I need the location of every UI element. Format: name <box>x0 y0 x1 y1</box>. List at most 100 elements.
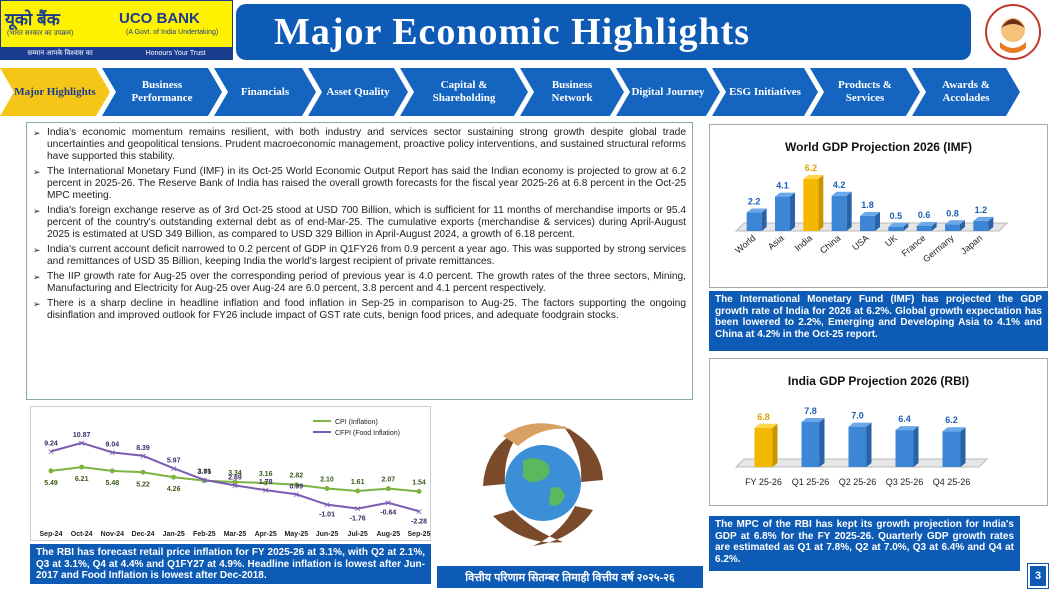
cpi-point <box>109 468 115 474</box>
bar-value-label: 4.1 <box>776 181 789 191</box>
bar-value-label: 0.6 <box>918 210 931 220</box>
data-label: 4.26 <box>167 486 181 493</box>
data-label: 5.49 <box>44 480 58 487</box>
inflation-note: The RBI has forecast retail price inflat… <box>30 544 431 584</box>
cpi-point <box>385 486 391 492</box>
bullet-text: There is a sharp decline in headline inf… <box>47 298 686 321</box>
india-gdp-chart-box: India GDP Projection 2026 (RBI) 6.8 FY 25… <box>709 358 1048 506</box>
bullet-text: India's economic momentum remains resili… <box>47 127 686 162</box>
cpi-point <box>263 480 269 486</box>
bar-value-label: 6.2 <box>805 163 818 173</box>
data-label: 5.22 <box>136 481 150 488</box>
data-label: 10.87 <box>73 432 91 439</box>
x-tick-label: World <box>733 233 757 256</box>
nav-business-performance[interactable]: Business Performance <box>102 68 222 116</box>
cfpi-point: × <box>201 476 209 486</box>
bar <box>801 422 820 467</box>
cpi-point <box>171 474 177 480</box>
nav-major-highlights[interactable]: Major Highlights <box>0 68 110 116</box>
bar-value-label: 0.5 <box>890 211 903 221</box>
logo-hindi-name: यूको बैंक <box>5 10 60 29</box>
x-tick-label: India <box>793 233 814 253</box>
cfpi-point: × <box>47 447 55 457</box>
data-label: -1.01 <box>319 512 335 519</box>
tagline-english: Honours Your Trust <box>145 49 206 57</box>
data-label: 6.21 <box>75 476 89 483</box>
x-tick-label: Jan-25 <box>163 531 185 538</box>
nav-asset-quality[interactable]: Asset Quality <box>308 68 408 116</box>
data-label: 9.04 <box>106 441 120 448</box>
bar-top <box>775 192 795 197</box>
page-title: Major Economic Highlights <box>236 4 971 60</box>
bar-side <box>875 211 880 231</box>
bullet-text: The International Monetary Fund (IMF) in… <box>47 166 686 201</box>
bar-top <box>945 220 965 225</box>
bar-top <box>831 191 852 196</box>
bullet-text: India's current account deficit narrowed… <box>47 244 686 267</box>
x-tick-label: May-25 <box>284 531 308 538</box>
nav-financials[interactable]: Financials <box>214 68 316 116</box>
x-tick-label: Oct-24 <box>71 531 93 538</box>
bar-side <box>846 191 852 231</box>
bar-top <box>848 422 872 427</box>
bar-value-label: 7.0 <box>851 411 864 421</box>
arrow-bullet-icon: ➢ <box>33 299 41 309</box>
data-label: 1.54 <box>412 479 426 486</box>
highlight-bullet: ➢ India's current account deficit narrowe… <box>33 244 686 268</box>
bar-top <box>860 211 880 216</box>
bar <box>775 196 790 231</box>
bar-top <box>916 221 937 226</box>
x-tick-label: Q4 25-26 <box>933 477 971 487</box>
data-label: 2.69 <box>228 474 242 481</box>
cfpi-point: × <box>262 486 270 496</box>
uco-bank-logo: यूको बैंक UCO BANK (A Govt. of India Und… <box>0 0 233 60</box>
bar <box>803 179 819 231</box>
data-label: 2.10 <box>320 476 334 483</box>
bar-top <box>746 208 767 213</box>
x-tick-label: China <box>818 233 842 256</box>
hands-globe-image <box>483 423 603 546</box>
nav-capital-shareholding[interactable]: Capital & Shareholding <box>400 68 528 116</box>
cfpi-point: × <box>139 452 147 462</box>
bar-side <box>818 175 824 231</box>
data-label: 3.16 <box>259 471 273 478</box>
bar-value-label: 0.8 <box>946 208 959 218</box>
arrow-bullet-icon: ➢ <box>33 167 41 177</box>
nav-business-network[interactable]: Business Network <box>520 68 624 116</box>
x-tick-label: Apr-25 <box>255 531 277 538</box>
bar-side <box>988 216 994 231</box>
x-tick-label: Asia <box>766 233 786 252</box>
bar-side <box>960 220 965 231</box>
x-tick-label: FY 25-26 <box>745 477 782 487</box>
logo-hindi-sub: (भारत सरकार का उपक्रम) <box>7 30 74 37</box>
data-label: 1.61 <box>351 479 365 486</box>
bar-value-label: 6.8 <box>757 412 770 422</box>
data-label: 2.82 <box>290 473 304 480</box>
cpi-point <box>79 464 85 470</box>
hindi-footer-bar: वित्तीय परिणाम सितम्बर तिमाही वित्तीय वर… <box>437 566 703 588</box>
nav-products-services[interactable]: Products & Services <box>810 68 920 116</box>
bar <box>746 212 762 231</box>
bar-top <box>803 175 824 179</box>
bar <box>888 226 904 231</box>
bar <box>831 195 847 231</box>
cpi-point <box>232 479 238 485</box>
inflation-line-chart: Sep-24 Oct-24 Nov-24 Dec-24 Jan-25 Feb-25 Mar-… <box>40 419 431 538</box>
legend-label: CFPI (Food Inflation) <box>335 430 400 437</box>
x-tick-label: Mar-25 <box>224 531 247 538</box>
nav-digital-journey[interactable]: Digital Journey <box>616 68 720 116</box>
arrow-bullet-icon: ➢ <box>33 245 41 255</box>
data-label: 2.07 <box>382 477 396 484</box>
data-label: -1.76 <box>350 516 366 523</box>
nav-esg-initiatives[interactable]: ESG Initiatives <box>712 68 818 116</box>
bar-top <box>754 423 778 428</box>
bar-side <box>819 418 825 467</box>
bar-side <box>903 222 909 231</box>
world-gdp-chart-box: World GDP Projection 2026 (IMF) 2.2 World… <box>709 124 1048 288</box>
data-label: 1.78 <box>259 479 273 486</box>
data-label: -2.28 <box>411 518 427 525</box>
nav-awards-accolades[interactable]: Awards & Accolades <box>912 68 1020 116</box>
inflation-chart-box: Sep-24 Oct-24 Nov-24 Dec-24 Jan-25 Feb-25 Mar-… <box>30 406 431 541</box>
bullet-text: India's foreign exchange reserve as of 3… <box>47 205 686 240</box>
highlight-bullet: ➢ The International Monetary Fund (IMF) i… <box>33 166 686 202</box>
